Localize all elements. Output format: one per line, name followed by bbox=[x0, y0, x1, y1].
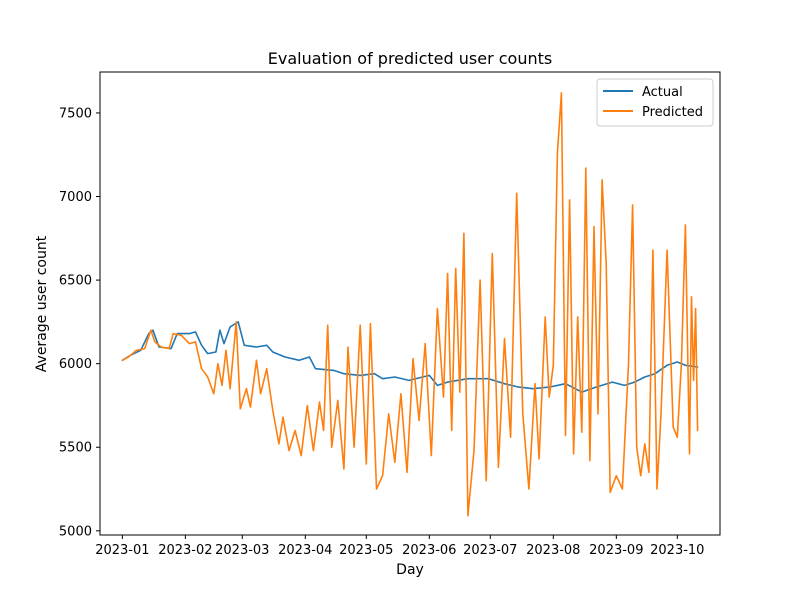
x-axis-ticks: 2023-01 2023-02 2023-03 2023-04 2023-05 2023-… bbox=[95, 535, 704, 558]
x-tick-label: 2023-09 bbox=[589, 543, 643, 558]
y-tick-label: 6000 bbox=[59, 357, 92, 372]
x-tick-label: 2023-02 bbox=[158, 543, 212, 558]
series-line-predicted bbox=[121, 92, 699, 517]
x-tick-label: 2023-06 bbox=[402, 543, 456, 558]
x-tick-label: 2023-04 bbox=[278, 543, 332, 558]
x-tick-label: 2023-03 bbox=[215, 543, 269, 558]
y-tick-label: 7000 bbox=[59, 190, 92, 205]
y-tick-label: 6500 bbox=[59, 274, 92, 289]
x-tick-label: 2023-01 bbox=[95, 543, 149, 558]
legend: Actual Predicted bbox=[596, 78, 714, 127]
series-line-actual bbox=[121, 321, 699, 393]
y-tick-label: 5500 bbox=[59, 441, 92, 456]
chart-title: Evaluation of predicted user counts bbox=[268, 49, 552, 68]
x-axis-label: Day bbox=[396, 562, 424, 578]
x-tick-label: 2023-10 bbox=[650, 543, 704, 558]
x-tick-label: 2023-05 bbox=[339, 543, 393, 558]
y-axis-label: Average user count bbox=[34, 235, 50, 372]
x-tick-label: 2023-07 bbox=[463, 543, 517, 558]
y-tick-label: 7500 bbox=[59, 106, 92, 121]
y-axis-ticks: 5000 5500 6000 6500 7000 7500 bbox=[59, 106, 100, 539]
plot-frame bbox=[99, 71, 721, 536]
x-tick-label: 2023-08 bbox=[526, 543, 580, 558]
legend-label-actual: Actual bbox=[642, 85, 683, 100]
y-tick-label: 5000 bbox=[59, 524, 92, 539]
series-layer bbox=[121, 92, 699, 517]
legend-label-predicted: Predicted bbox=[642, 105, 703, 120]
